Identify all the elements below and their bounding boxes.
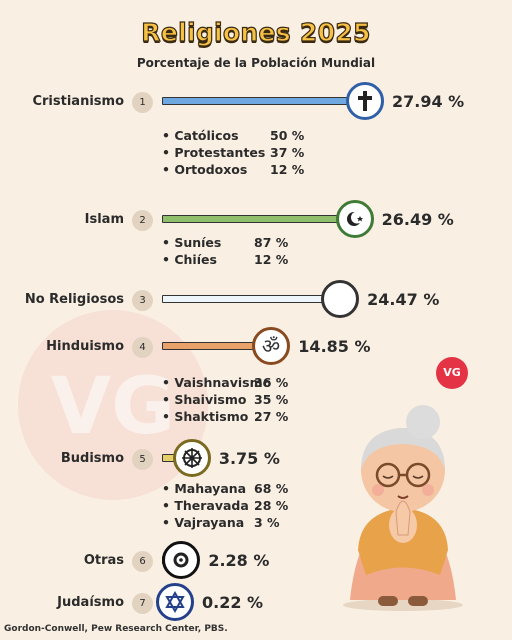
denomination-name: Theravada xyxy=(162,498,249,513)
denomination-item: Chiíes 12 % xyxy=(162,252,288,269)
denomination-percent: 12 % xyxy=(254,252,289,267)
denomination-item: Theravada 28 % xyxy=(162,498,288,515)
denomination-item: Católicos 50 % xyxy=(162,128,304,145)
denomination-item: Shaivismo 35 % xyxy=(162,392,288,409)
denomination-item: Shaktismo 27 % xyxy=(162,409,288,426)
om-icon: ॐ xyxy=(252,327,291,365)
brand-logo-badge: VG xyxy=(436,357,468,389)
religion-percent-label: 27.94 % xyxy=(392,92,465,111)
denomination-name: Protestantes xyxy=(162,145,265,160)
religion-percent-label: 24.47 % xyxy=(367,290,440,309)
religion-rank-badge: 2 xyxy=(132,210,153,231)
religion-bar xyxy=(162,295,338,303)
denomination-name: Católicos xyxy=(162,128,239,143)
chart-subtitle: Porcentaje de la Población Mundial xyxy=(136,56,376,70)
religion-percent-label: 14.85 % xyxy=(298,337,371,356)
denomination-name: Mahayana xyxy=(162,481,246,496)
star-of-david-icon xyxy=(156,583,194,621)
denomination-item: Suníes 87 % xyxy=(162,235,288,252)
religion-percent-label: 2.28 % xyxy=(208,551,270,570)
denomination-item: Protestantes 37 % xyxy=(162,145,304,162)
religion-rank-badge: 6 xyxy=(132,551,153,572)
denomination-percent: 35 % xyxy=(254,392,289,407)
denomination-percent: 87 % xyxy=(254,235,289,250)
religion-rank-badge: 3 xyxy=(132,290,153,311)
religion-percent-label: 0.22 % xyxy=(202,593,264,612)
denomination-percent: 12 % xyxy=(270,162,305,177)
denomination-name: Suníes xyxy=(162,235,221,250)
religion-name: Judaísmo xyxy=(57,595,124,610)
religion-row-4: Hinduismo 4 ॐ 14.85 % xyxy=(0,327,512,367)
dharma-wheel-icon xyxy=(172,439,211,477)
religion-name: Cristianismo xyxy=(32,94,124,109)
religion-row-6: Otras 6 2.28 % xyxy=(0,541,512,581)
denomination-name: Shaktismo xyxy=(162,409,248,424)
source-note: Gordon-Conwell, Pew Research Center, PBS… xyxy=(4,624,228,634)
denomination-percent: 3 % xyxy=(254,515,280,530)
denomination-percent: 36 % xyxy=(254,375,289,390)
religion-percent-label: 3.75 % xyxy=(218,449,280,468)
denomination-item: Ortodoxos 12 % xyxy=(162,162,304,179)
religion-name: Islam xyxy=(84,212,124,227)
religion-row-2: Islam 2 26.49 % xyxy=(0,200,512,240)
empty-circle-icon xyxy=(321,280,360,318)
religion-row-5: Budismo 5 3.75 % xyxy=(0,439,512,479)
religion-percent-label: 26.49 % xyxy=(381,210,454,229)
denomination-percent: 28 % xyxy=(254,498,289,513)
denomination-item: Vajrayana 3 % xyxy=(162,515,280,532)
svg-text:ॐ: ॐ xyxy=(262,334,280,358)
watermark-logo: VG xyxy=(18,310,208,500)
grandmother-illustration xyxy=(343,405,463,611)
religion-bar xyxy=(162,215,352,223)
religion-row-1: Cristianismo 1 27.94 % xyxy=(0,82,512,122)
denomination-name: Chiíes xyxy=(162,252,217,267)
denomination-name: Vaishnavismo xyxy=(162,375,271,390)
denomination-percent: 68 % xyxy=(254,481,289,496)
concentric-circles-icon xyxy=(162,541,201,579)
religion-rank-badge: 4 xyxy=(132,337,153,358)
crescent-star-icon xyxy=(335,200,374,238)
religion-rank-badge: 5 xyxy=(132,449,153,470)
denomination-percent: 37 % xyxy=(270,145,305,160)
denomination-name: Shaivismo xyxy=(162,392,246,407)
religion-name: No Religiosos xyxy=(24,292,124,307)
religion-row-3: No Religiosos 3 24.47 % xyxy=(0,280,512,320)
denomination-percent: 27 % xyxy=(254,409,289,424)
religion-name: Otras xyxy=(83,553,124,568)
religion-row-7: Judaísmo 7 0.22 % xyxy=(0,583,512,623)
denomination-percent: 50 % xyxy=(270,128,305,143)
religion-name: Hinduismo xyxy=(46,339,124,354)
religion-name: Budismo xyxy=(60,451,124,466)
cross-icon xyxy=(346,82,384,120)
chart-title: Religiones 2025 xyxy=(141,17,371,47)
denomination-name: Ortodoxos xyxy=(162,162,247,177)
denomination-item: Mahayana 68 % xyxy=(162,481,288,498)
religion-bar xyxy=(162,97,362,105)
denomination-name: Vajrayana xyxy=(162,515,244,530)
religion-rank-badge: 1 xyxy=(132,92,153,113)
religion-rank-badge: 7 xyxy=(132,593,153,614)
